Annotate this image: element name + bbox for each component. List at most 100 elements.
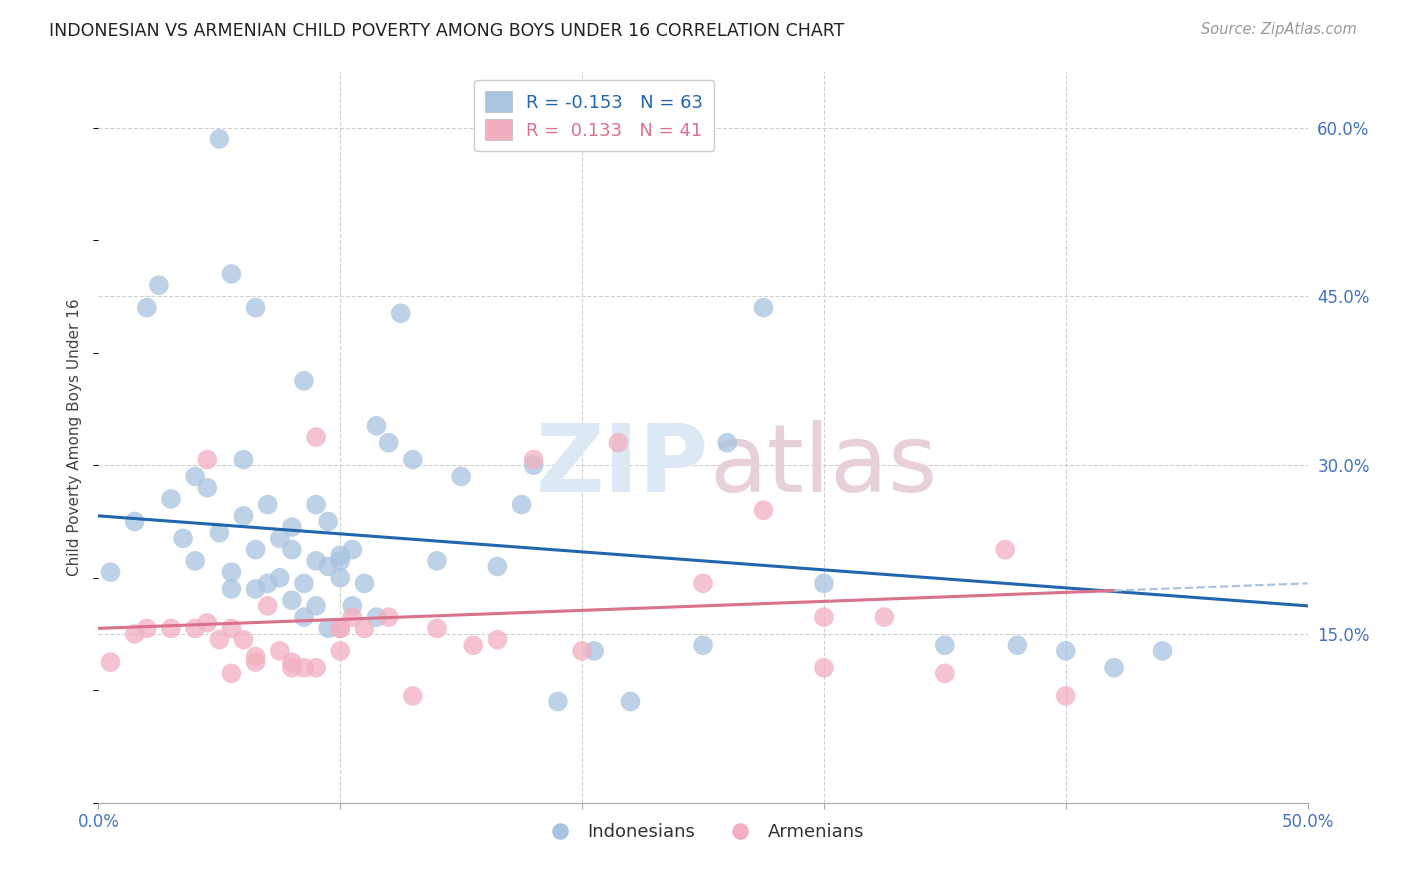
- Point: [1054, 644, 1077, 658]
- Point: [463, 638, 485, 652]
- Point: [100, 655, 122, 669]
- Point: [135, 301, 157, 315]
- Point: [195, 615, 218, 630]
- Point: [316, 621, 339, 635]
- Point: [450, 469, 472, 483]
- Point: [184, 554, 207, 568]
- Point: [583, 644, 606, 658]
- Point: [269, 571, 291, 585]
- Point: [256, 576, 278, 591]
- Point: [619, 694, 641, 708]
- Point: [934, 666, 956, 681]
- Point: [1152, 644, 1174, 658]
- Point: [232, 632, 254, 647]
- Y-axis label: Child Poverty Among Boys Under 16: Child Poverty Among Boys Under 16: [67, 298, 83, 576]
- Point: [208, 525, 231, 540]
- Text: INDONESIAN VS ARMENIAN CHILD POVERTY AMONG BOYS UNDER 16 CORRELATION CHART: INDONESIAN VS ARMENIAN CHILD POVERTY AMO…: [49, 22, 845, 40]
- Point: [305, 554, 328, 568]
- Point: [342, 542, 364, 557]
- Point: [269, 644, 291, 658]
- Point: [366, 418, 388, 433]
- Point: [208, 132, 231, 146]
- Point: [221, 267, 243, 281]
- Point: [184, 621, 207, 635]
- Point: [305, 661, 328, 675]
- Point: [1054, 689, 1077, 703]
- Point: [377, 610, 399, 624]
- Point: [195, 481, 218, 495]
- Point: [316, 559, 339, 574]
- Point: [486, 559, 509, 574]
- Point: [281, 520, 304, 534]
- Point: [523, 452, 546, 467]
- Point: [221, 582, 243, 596]
- Point: [100, 565, 122, 579]
- Point: [1102, 661, 1125, 675]
- Text: ZIP: ZIP: [536, 420, 709, 512]
- Point: [245, 301, 267, 315]
- Point: [342, 610, 364, 624]
- Point: [221, 621, 243, 635]
- Point: [329, 571, 352, 585]
- Point: [752, 503, 775, 517]
- Point: [292, 374, 315, 388]
- Point: [281, 542, 304, 557]
- Point: [195, 452, 218, 467]
- Point: [148, 278, 170, 293]
- Point: [221, 666, 243, 681]
- Point: [184, 469, 207, 483]
- Point: [510, 498, 533, 512]
- Point: [135, 621, 157, 635]
- Text: atlas: atlas: [709, 420, 938, 512]
- Text: Source: ZipAtlas.com: Source: ZipAtlas.com: [1201, 22, 1357, 37]
- Legend: Indonesians, Armenians: Indonesians, Armenians: [534, 816, 872, 848]
- Point: [292, 610, 315, 624]
- Point: [269, 532, 291, 546]
- Point: [160, 621, 183, 635]
- Point: [329, 644, 352, 658]
- Point: [124, 515, 146, 529]
- Point: [752, 301, 775, 315]
- Point: [329, 621, 352, 635]
- Point: [934, 638, 956, 652]
- Point: [523, 458, 546, 473]
- Point: [208, 632, 231, 647]
- Point: [353, 621, 375, 635]
- Point: [172, 532, 194, 546]
- Point: [426, 621, 449, 635]
- Point: [292, 661, 315, 675]
- Point: [221, 565, 243, 579]
- Point: [402, 452, 425, 467]
- Point: [316, 515, 339, 529]
- Point: [547, 694, 569, 708]
- Point: [402, 689, 425, 703]
- Point: [366, 610, 388, 624]
- Point: [813, 576, 835, 591]
- Point: [813, 610, 835, 624]
- Point: [426, 554, 449, 568]
- Point: [305, 430, 328, 444]
- Point: [305, 599, 328, 613]
- Point: [305, 498, 328, 512]
- Point: [353, 576, 375, 591]
- Point: [607, 435, 630, 450]
- Point: [692, 576, 714, 591]
- Point: [329, 548, 352, 562]
- Point: [281, 593, 304, 607]
- Point: [245, 542, 267, 557]
- Point: [256, 599, 278, 613]
- Point: [124, 627, 146, 641]
- Point: [873, 610, 896, 624]
- Point: [256, 498, 278, 512]
- Point: [486, 632, 509, 647]
- Point: [329, 621, 352, 635]
- Point: [813, 661, 835, 675]
- Point: [377, 435, 399, 450]
- Point: [232, 452, 254, 467]
- Point: [1007, 638, 1029, 652]
- Point: [245, 655, 267, 669]
- Point: [292, 576, 315, 591]
- Point: [245, 649, 267, 664]
- Point: [692, 638, 714, 652]
- Point: [716, 435, 738, 450]
